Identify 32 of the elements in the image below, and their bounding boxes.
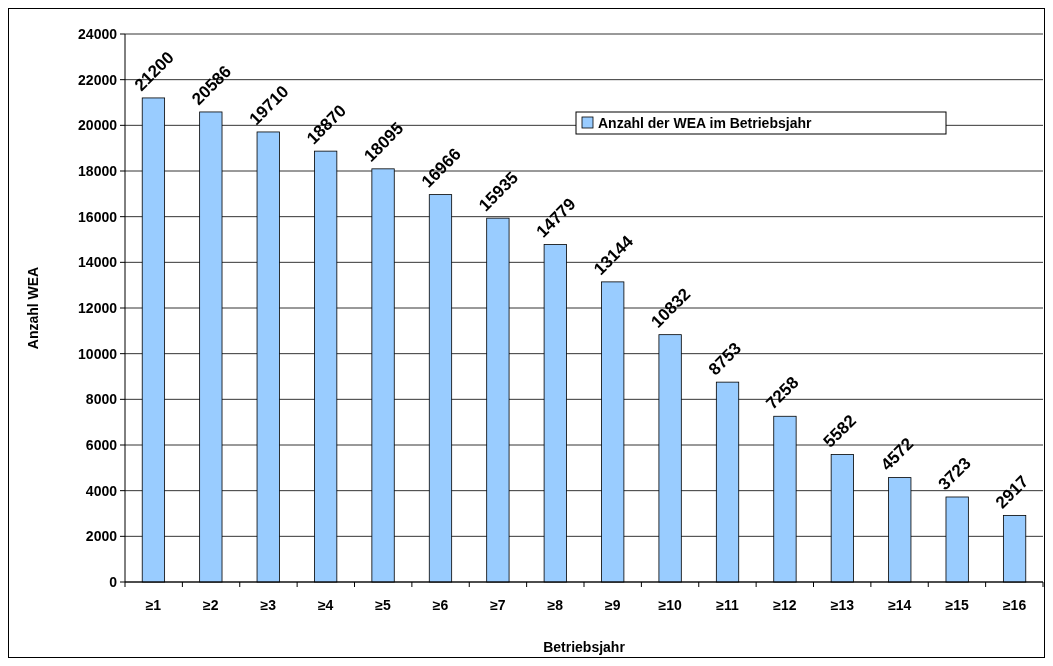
y-tick-label: 10000 <box>78 345 118 362</box>
x-tick-label: ≥13 <box>830 597 855 613</box>
y-tick-label: 8000 <box>85 391 118 408</box>
x-tick-label: ≥8 <box>547 597 564 613</box>
x-tick-label: ≥7 <box>490 597 506 613</box>
x-tick-label: ≥4 <box>317 597 334 613</box>
x-tick-label: ≥5 <box>375 597 391 613</box>
x-tick-label: ≥3 <box>260 597 277 613</box>
x-axis-title: Betriebsjahr <box>543 639 626 655</box>
x-tick-label: ≥10 <box>658 597 682 613</box>
x-tick-label: ≥6 <box>432 597 449 613</box>
y-tick-label: 20000 <box>78 117 118 134</box>
y-tick-label: 24000 <box>78 25 118 42</box>
y-tick-label: 16000 <box>78 208 118 225</box>
x-tick-label: ≥12 <box>773 597 797 613</box>
x-tick-label: ≥15 <box>945 597 970 613</box>
y-tick-label: 12000 <box>78 299 118 316</box>
x-tick-label: ≥16 <box>1002 597 1027 613</box>
y-tick-label: 18000 <box>78 162 118 179</box>
y-tick-label: 0 <box>109 573 118 590</box>
y-tick-label: 6000 <box>85 436 118 453</box>
x-tick-label: ≥1 <box>145 597 162 613</box>
x-tick-label: ≥9 <box>604 597 621 613</box>
y-tick-label: 4000 <box>85 482 118 499</box>
y-tick-label: 22000 <box>78 71 118 88</box>
x-tick-label: ≥2 <box>203 597 219 613</box>
x-tick-label: ≥14 <box>888 597 912 613</box>
y-tick-label: 14000 <box>78 254 118 271</box>
y-axis-title: Anzahl WEA <box>25 266 41 350</box>
x-tick-label: ≥11 <box>716 597 739 613</box>
legend-label: Anzahl der WEA im Betriebsjahr <box>598 114 812 131</box>
y-tick-label: 2000 <box>85 528 118 545</box>
